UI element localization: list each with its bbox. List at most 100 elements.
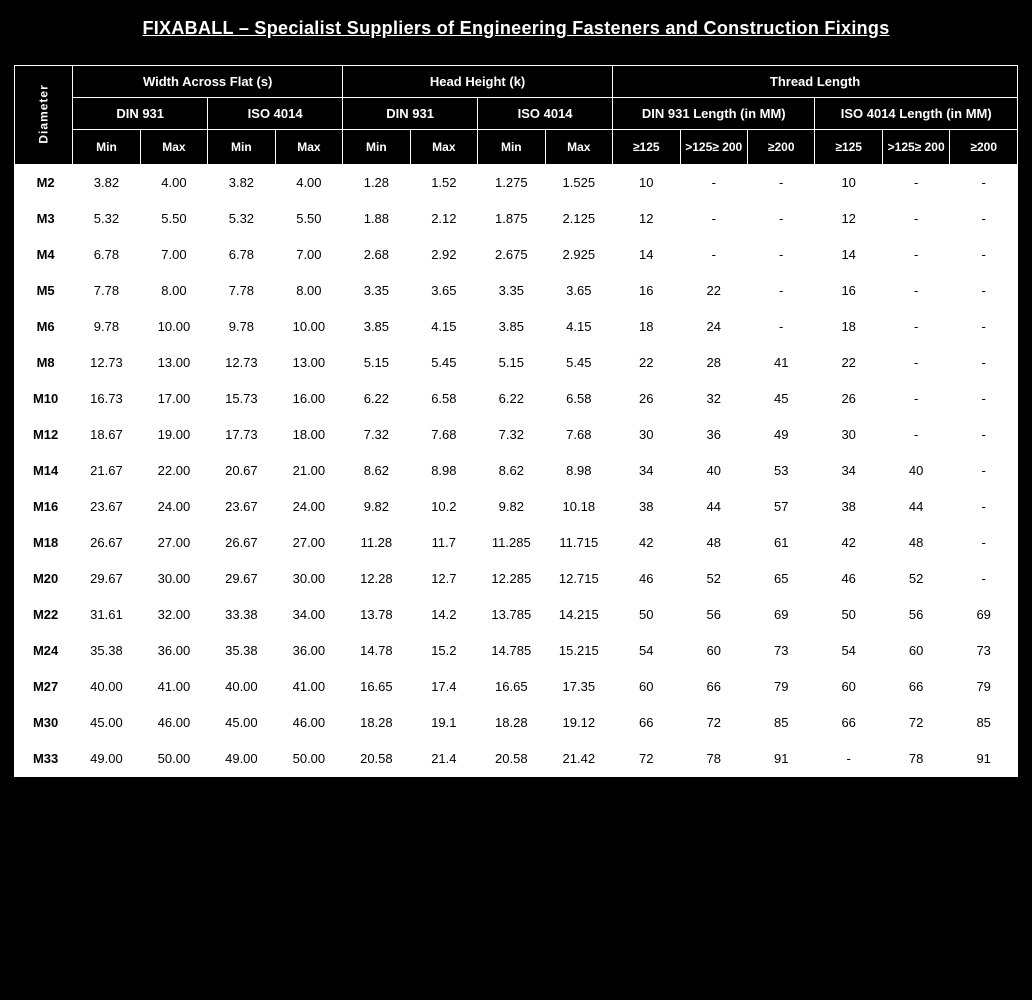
cell: -: [747, 309, 814, 345]
cell: 11.285: [478, 525, 545, 561]
row-diameter: M3: [15, 201, 73, 237]
cell: 15.73: [208, 381, 275, 417]
cell: -: [747, 273, 814, 309]
cell: 69: [747, 597, 814, 633]
header-max: Max: [545, 130, 613, 165]
cell: 5.50: [275, 201, 343, 237]
table-row: M1218.6719.0017.7318.007.327.687.327.683…: [15, 417, 1018, 453]
cell: 5.50: [140, 201, 207, 237]
cell: 14.78: [343, 633, 410, 669]
table-row: M1623.6724.0023.6724.009.8210.29.8210.18…: [15, 489, 1018, 525]
cell: 35.38: [208, 633, 275, 669]
cell: 7.00: [275, 237, 343, 273]
cell: 16.00: [275, 381, 343, 417]
table-row: M812.7313.0012.7313.005.155.455.155.4522…: [15, 345, 1018, 381]
cell: 49: [747, 417, 814, 453]
cell: 26.67: [208, 525, 275, 561]
cell: 32.00: [140, 597, 207, 633]
cell: -: [882, 273, 949, 309]
cell: 17.73: [208, 417, 275, 453]
cell: -: [950, 201, 1018, 237]
cell: -: [882, 165, 949, 201]
row-diameter: M12: [15, 417, 73, 453]
cell: 7.00: [140, 237, 207, 273]
cell: 12: [815, 201, 882, 237]
cell: 72: [680, 705, 747, 741]
cell: -: [747, 201, 814, 237]
cell: 44: [680, 489, 747, 525]
table-row: M2740.0041.0040.0041.0016.6517.416.6517.…: [15, 669, 1018, 705]
cell: 34: [815, 453, 882, 489]
cell: 18.67: [73, 417, 140, 453]
cell: 26.67: [73, 525, 140, 561]
cell: 14.215: [545, 597, 613, 633]
cell: 1.525: [545, 165, 613, 201]
cell: 41: [747, 345, 814, 381]
cell: 72: [613, 741, 680, 777]
cell: 56: [882, 597, 949, 633]
cell: 41.00: [140, 669, 207, 705]
spec-table: Diameter Width Across Flat (s) Head Heig…: [14, 65, 1018, 777]
cell: 3.82: [73, 165, 140, 201]
cell: 21.42: [545, 741, 613, 777]
row-diameter: M8: [15, 345, 73, 381]
header-group-tl: Thread Length: [613, 66, 1018, 98]
cell: 69: [950, 597, 1018, 633]
table-row: M3349.0050.0049.0050.0020.5821.420.5821.…: [15, 741, 1018, 777]
cell: 40.00: [208, 669, 275, 705]
table-row: M23.824.003.824.001.281.521.2751.52510--…: [15, 165, 1018, 201]
header-group-hh: Head Height (k): [343, 66, 613, 98]
cell: 29.67: [73, 561, 140, 597]
cell: 50: [815, 597, 882, 633]
cell: 66: [882, 669, 949, 705]
cell: 57: [747, 489, 814, 525]
cell: 3.65: [410, 273, 477, 309]
header-ge200: ≥200: [747, 130, 814, 165]
cell: 26: [613, 381, 680, 417]
cell: 5.45: [545, 345, 613, 381]
header-gt125le200: >125≥ 200: [882, 130, 949, 165]
header-diameter: Diameter: [15, 66, 73, 165]
cell: 34: [613, 453, 680, 489]
cell: 6.78: [208, 237, 275, 273]
cell: 85: [950, 705, 1018, 741]
cell: 44: [882, 489, 949, 525]
cell: 66: [613, 705, 680, 741]
cell: 11.7: [410, 525, 477, 561]
cell: 6.78: [73, 237, 140, 273]
cell: 12.715: [545, 561, 613, 597]
cell: 14.2: [410, 597, 477, 633]
cell: 24.00: [140, 489, 207, 525]
cell: 32: [680, 381, 747, 417]
cell: 40: [882, 453, 949, 489]
cell: 5.15: [478, 345, 545, 381]
cell: -: [680, 201, 747, 237]
cell: -: [815, 741, 882, 777]
cell: 79: [747, 669, 814, 705]
cell: 18.00: [275, 417, 343, 453]
cell: 7.78: [208, 273, 275, 309]
header-waf-iso4014: ISO 4014: [208, 98, 343, 130]
cell: 21.00: [275, 453, 343, 489]
row-diameter: M6: [15, 309, 73, 345]
cell: 42: [613, 525, 680, 561]
cell: 36.00: [275, 633, 343, 669]
row-diameter: M18: [15, 525, 73, 561]
row-diameter: M4: [15, 237, 73, 273]
cell: 18: [815, 309, 882, 345]
row-diameter: M27: [15, 669, 73, 705]
header-gt125le200: >125≥ 200: [680, 130, 747, 165]
header-max: Max: [275, 130, 343, 165]
cell: 9.82: [478, 489, 545, 525]
cell: 30.00: [140, 561, 207, 597]
cell: 29.67: [208, 561, 275, 597]
cell: 7.32: [343, 417, 410, 453]
cell: -: [747, 165, 814, 201]
cell: -: [882, 309, 949, 345]
table-row: M1421.6722.0020.6721.008.628.988.628.983…: [15, 453, 1018, 489]
cell: 65: [747, 561, 814, 597]
cell: -: [680, 165, 747, 201]
page-title: FIXABALL – Specialist Suppliers of Engin…: [14, 18, 1018, 39]
cell: 1.88: [343, 201, 410, 237]
table-row: M69.7810.009.7810.003.854.153.854.151824…: [15, 309, 1018, 345]
